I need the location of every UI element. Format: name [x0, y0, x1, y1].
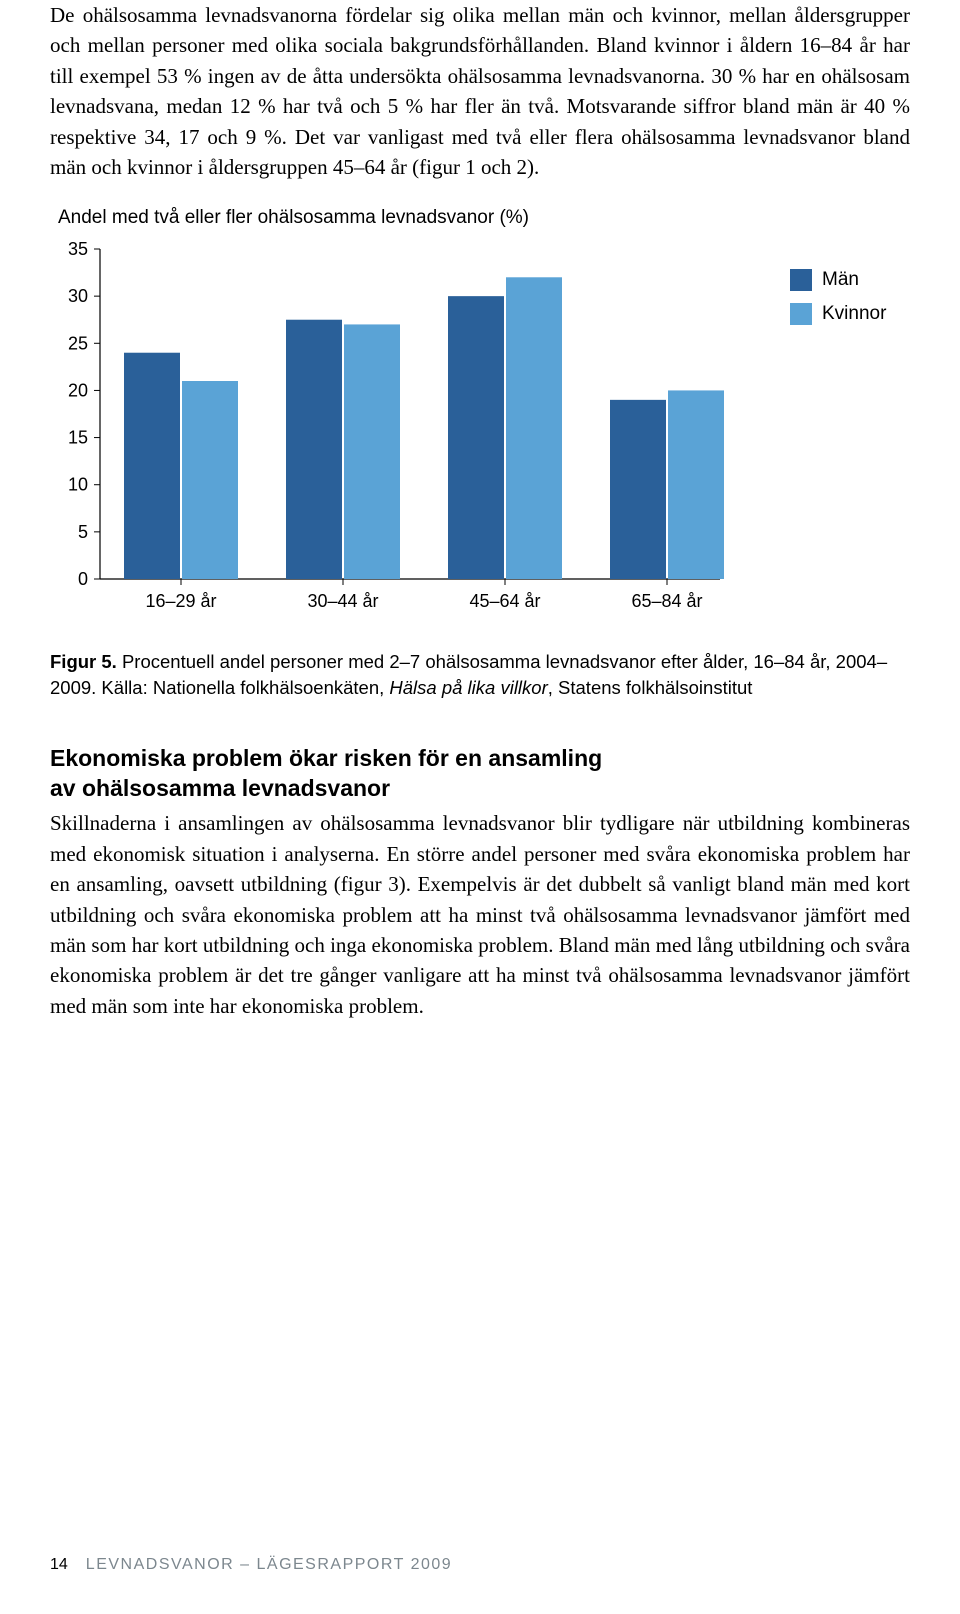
bar	[448, 296, 504, 579]
section-body: Skillnaderna i ansamlingen av ohälsosamm…	[50, 808, 910, 1021]
bar-chart: 0 5 10 15 20 25 30 35 16–29 år 30–44 år 45–64 år 65…	[50, 239, 750, 629]
svg-text:0: 0	[78, 569, 88, 589]
bar	[344, 324, 400, 579]
svg-text:10: 10	[68, 474, 88, 494]
bar	[506, 277, 562, 579]
bar	[124, 352, 180, 578]
bar	[286, 319, 342, 578]
footer-label: LEVNADSVANOR – LÄGESRAPPORT 2009	[86, 1556, 452, 1573]
caption-tail: , Statens folkhälsoinstitut	[548, 677, 753, 698]
legend-swatch	[790, 303, 812, 325]
legend-swatch	[790, 269, 812, 291]
caption-italic: Hälsa på lika villkor	[389, 677, 547, 698]
figure-caption: Figur 5. Procentuell andel personer med …	[50, 649, 910, 701]
page-number: 14	[50, 1556, 68, 1573]
heading-line1: Ekonomiska problem ökar risken för en an…	[50, 745, 602, 771]
section-heading: Ekonomiska problem ökar risken för en an…	[50, 744, 910, 804]
bar	[610, 399, 666, 578]
chart-wrap: 0 5 10 15 20 25 30 35 16–29 år 30–44 år 45–64 år 65…	[50, 239, 910, 629]
legend-label: Kvinnor	[822, 303, 886, 325]
chart-legend: Män Kvinnor	[790, 239, 886, 337]
paragraph-intro: De ohälsosamma levnadsvanorna fördelar s…	[50, 0, 910, 183]
svg-text:16–29 år: 16–29 år	[145, 591, 216, 611]
heading-line2: av ohälsosamma levnadsvanor	[50, 775, 390, 801]
page: De ohälsosamma levnadsvanorna fördelar s…	[0, 0, 960, 1614]
caption-lead: Figur 5.	[50, 651, 117, 672]
svg-text:35: 35	[68, 239, 88, 259]
svg-text:25: 25	[68, 333, 88, 353]
svg-text:20: 20	[68, 380, 88, 400]
chart-title: Andel med två eller fler ohälsosamma lev…	[58, 207, 910, 229]
chart-zone: Andel med två eller fler ohälsosamma lev…	[50, 207, 910, 629]
svg-text:30–44 år: 30–44 år	[307, 591, 378, 611]
bar	[182, 381, 238, 579]
svg-text:5: 5	[78, 521, 88, 541]
svg-text:65–84 år: 65–84 år	[631, 591, 702, 611]
page-footer: 14 LEVNADSVANOR – LÄGESRAPPORT 2009	[50, 1556, 452, 1574]
legend-label: Män	[822, 269, 859, 291]
svg-text:45–64 år: 45–64 år	[469, 591, 540, 611]
bar	[668, 390, 724, 579]
legend-item: Män	[790, 269, 886, 291]
svg-text:15: 15	[68, 427, 88, 447]
legend-item: Kvinnor	[790, 303, 886, 325]
svg-text:30: 30	[68, 286, 88, 306]
